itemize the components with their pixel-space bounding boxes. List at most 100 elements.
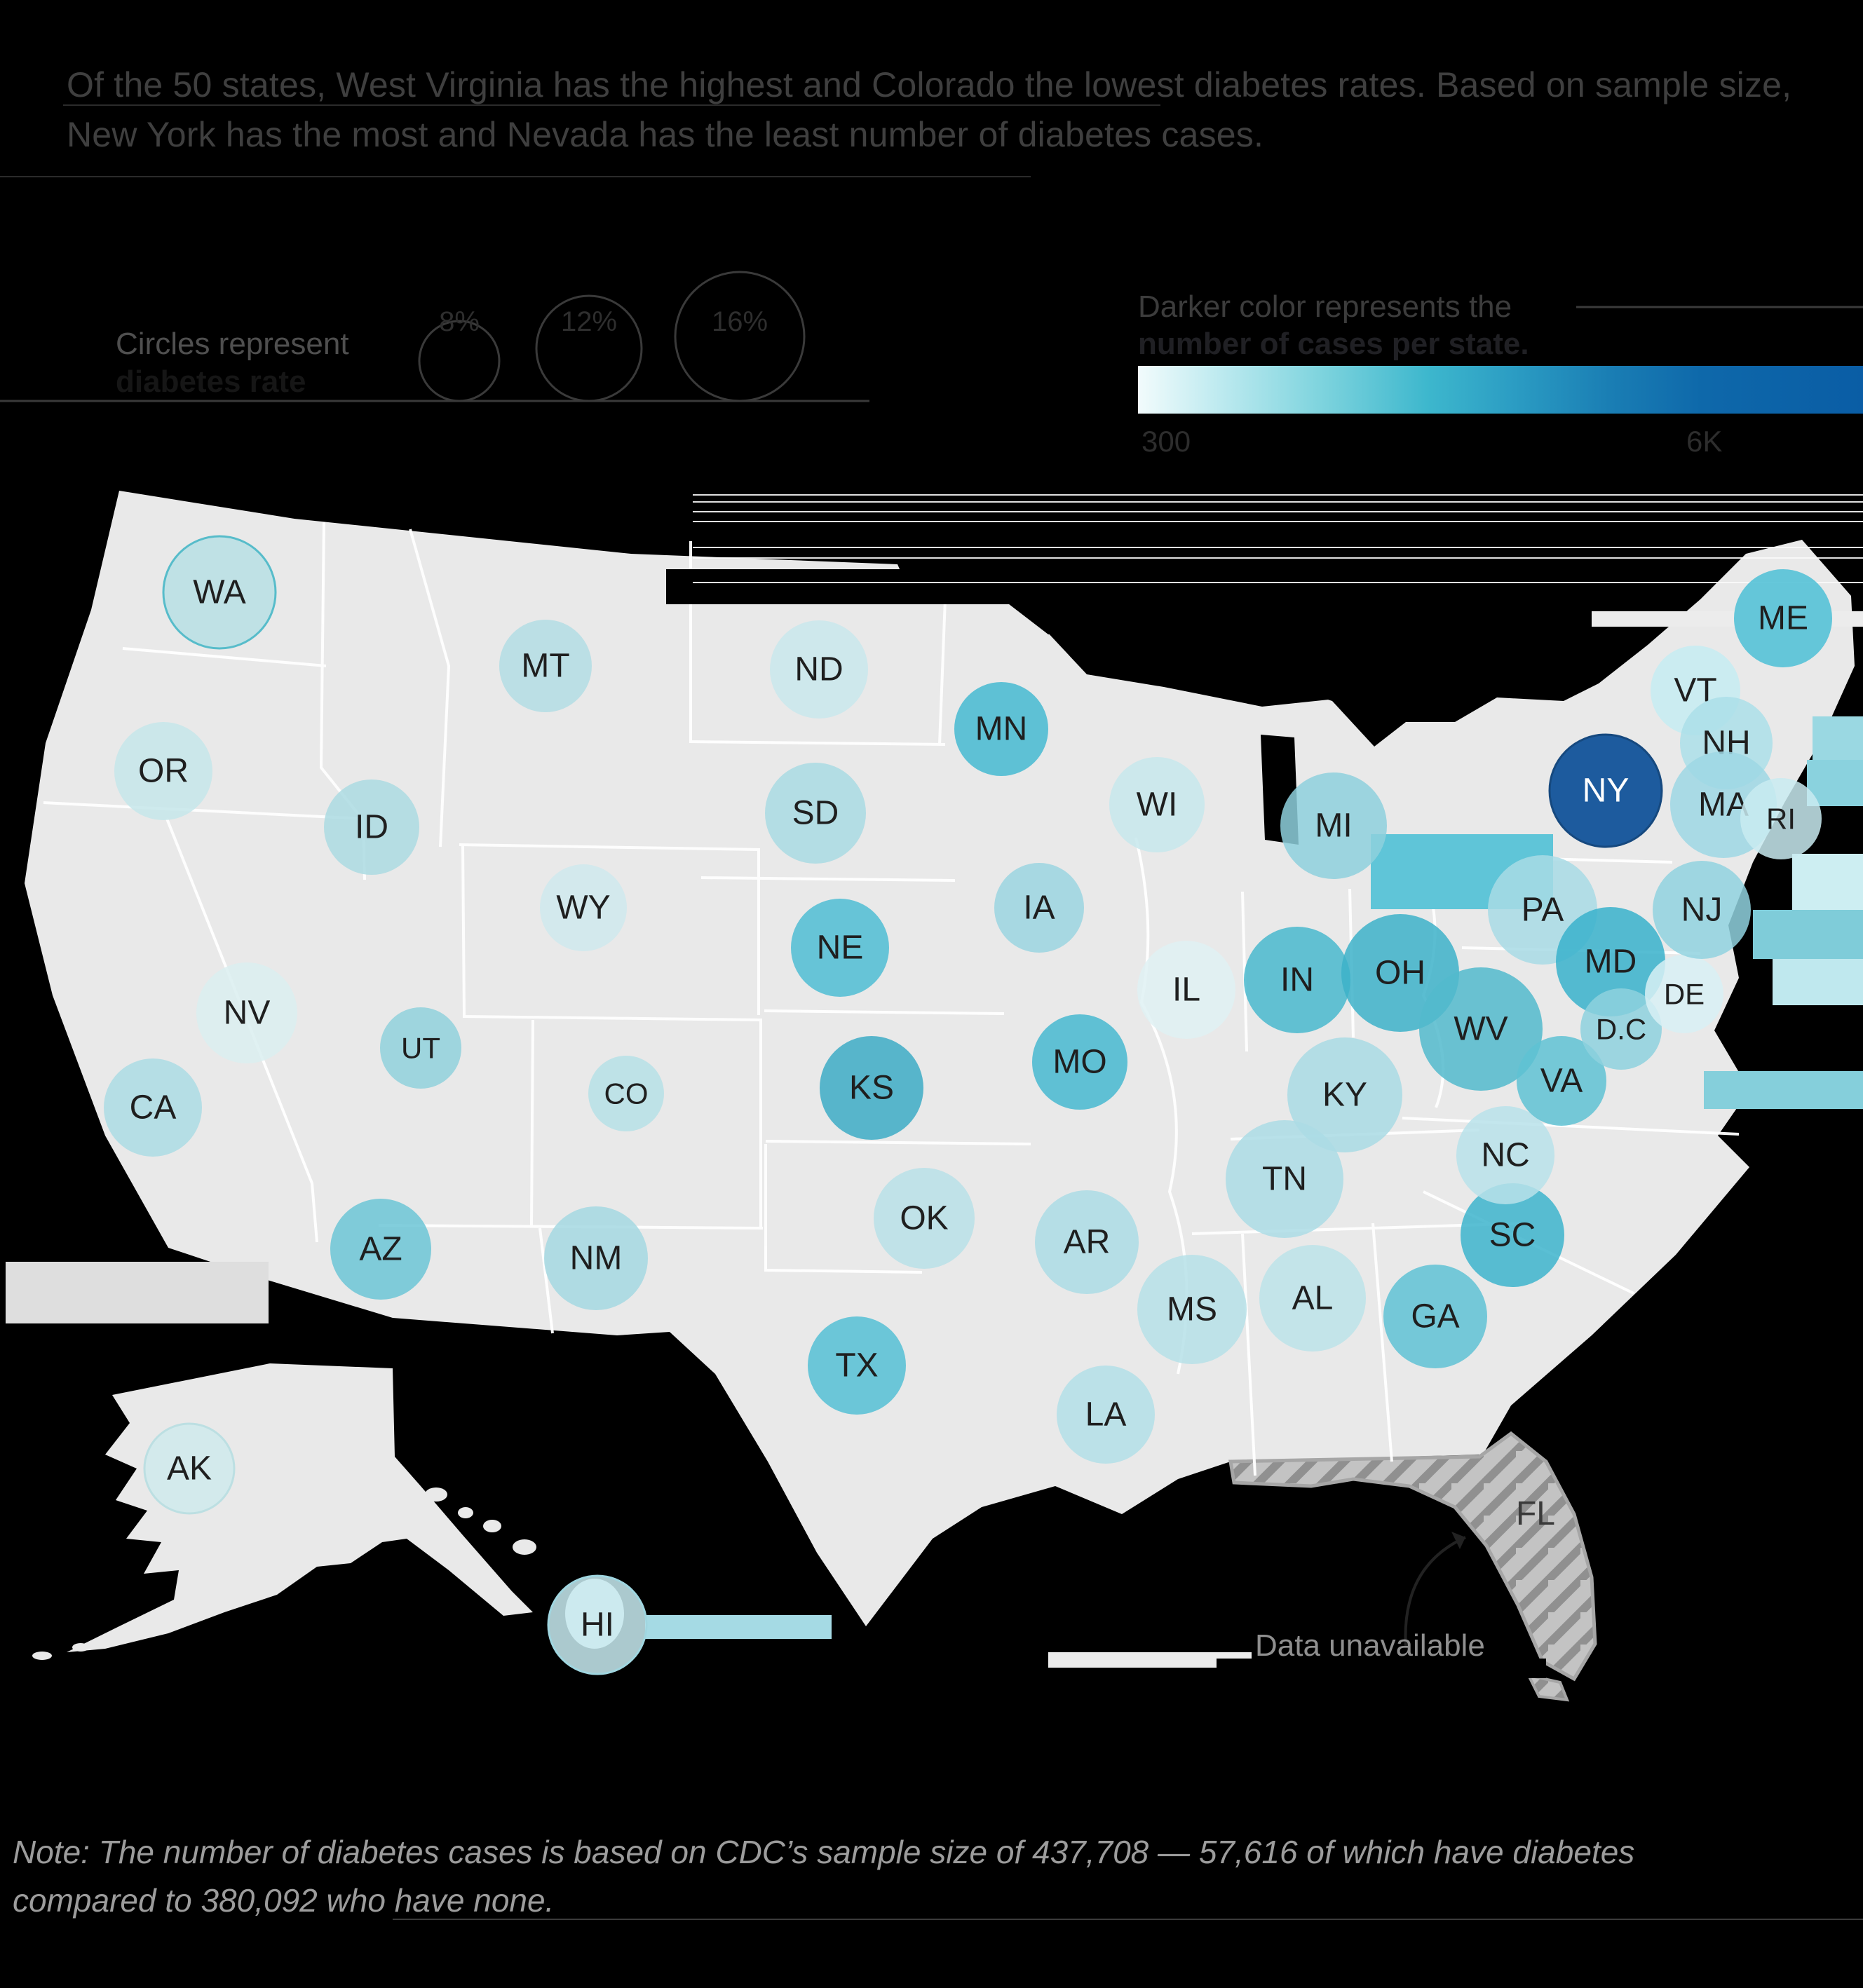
state-bubble[interactable]: [1580, 988, 1662, 1070]
state-circle-NV[interactable]: NV: [196, 962, 297, 1063]
state-bubble[interactable]: [1226, 1120, 1343, 1238]
state-bubble[interactable]: [808, 1316, 906, 1415]
state-circle-NM[interactable]: NM: [544, 1206, 648, 1310]
band-artifact: [1807, 760, 1863, 806]
state-bubble[interactable]: [196, 962, 297, 1063]
state-bubble[interactable]: [544, 1206, 648, 1310]
state-circle-MD[interactable]: MD: [1556, 907, 1665, 1016]
florida-keys: [1526, 1673, 1570, 1702]
state-circle-ND[interactable]: ND: [770, 620, 868, 719]
state-circle-CO[interactable]: CO: [588, 1056, 664, 1131]
state-circle-RI[interactable]: RI: [1740, 778, 1822, 859]
state-bubble[interactable]: [1740, 778, 1822, 859]
state-bubble[interactable]: [1461, 1183, 1564, 1287]
state-bubble[interactable]: [104, 1058, 202, 1157]
state-circle-IL[interactable]: IL: [1137, 941, 1235, 1039]
state-bubble[interactable]: [1137, 941, 1235, 1039]
state-circle-AR[interactable]: AR: [1035, 1190, 1139, 1294]
state-bubble[interactable]: [1244, 927, 1350, 1033]
state-circle-DC[interactable]: D.C: [1580, 988, 1662, 1070]
gradient-max-label: 6K: [1686, 425, 1723, 458]
state-circle-AL[interactable]: AL: [1259, 1245, 1366, 1352]
state-circle-WY[interactable]: WY: [540, 864, 627, 951]
state-bubble[interactable]: [1035, 1190, 1139, 1294]
state-circle-OR[interactable]: OR: [114, 722, 212, 820]
state-circle-SC[interactable]: SC: [1461, 1183, 1564, 1287]
band-artifact: [1792, 854, 1863, 910]
state-bubble[interactable]: [143, 1422, 236, 1515]
state-bubble[interactable]: [1383, 1265, 1487, 1368]
state-circle-NY[interactable]: NY: [1548, 733, 1663, 848]
state-circle-TX[interactable]: TX: [808, 1316, 906, 1415]
state-circle-IN[interactable]: IN: [1244, 927, 1350, 1033]
state-bubble[interactable]: [1137, 1255, 1247, 1364]
hawaii-island: [483, 1520, 501, 1532]
state-circle-MT[interactable]: MT: [499, 620, 592, 712]
state-bubble[interactable]: [1419, 967, 1543, 1091]
state-bubble[interactable]: [1645, 955, 1723, 1033]
state-circle-OK[interactable]: OK: [874, 1168, 975, 1269]
state-bubble[interactable]: [1057, 1366, 1155, 1464]
state-circle-AK[interactable]: AK: [143, 1422, 236, 1515]
state-circle-CA[interactable]: CA: [104, 1058, 202, 1157]
state-circle-WA[interactable]: WA: [162, 535, 277, 650]
state-bubble[interactable]: [1556, 907, 1665, 1016]
state-bubble[interactable]: [1734, 569, 1832, 667]
state-bubble[interactable]: [588, 1056, 664, 1131]
state-bubble[interactable]: [770, 620, 868, 719]
state-circle-TN[interactable]: TN: [1226, 1120, 1343, 1238]
state-circle-KY[interactable]: KY: [1287, 1037, 1402, 1152]
state-bubble[interactable]: [954, 682, 1048, 776]
rate-legend-label: 12%: [561, 306, 617, 337]
state-circle-ID[interactable]: ID: [324, 779, 419, 875]
state-bubble[interactable]: [162, 535, 277, 650]
state-circle-KS[interactable]: KS: [820, 1036, 923, 1140]
state-bubble[interactable]: [791, 899, 889, 997]
state-bubble[interactable]: [114, 722, 212, 820]
state-circle-UT[interactable]: UT: [380, 1007, 461, 1089]
state-bubble[interactable]: [1032, 1014, 1127, 1110]
state-circle-SD[interactable]: SD: [765, 763, 866, 864]
state-circle-MI[interactable]: MI: [1280, 772, 1387, 879]
state-bubble[interactable]: [499, 620, 592, 712]
state-circle-HI[interactable]: HI: [547, 1574, 648, 1675]
state-circle-MO[interactable]: MO: [1032, 1014, 1127, 1110]
state-bubble[interactable]: [1653, 861, 1751, 959]
state-label: OH: [1375, 955, 1425, 992]
state-circle-NJ[interactable]: NJ: [1653, 861, 1751, 959]
state-circle-NE[interactable]: NE: [791, 899, 889, 997]
state-circle-LA[interactable]: LA: [1057, 1366, 1155, 1464]
glitch-scanlines: [693, 494, 1863, 583]
rate-legend-circles: 8% 12% 16%: [418, 271, 806, 402]
state-circle-MS[interactable]: MS: [1137, 1255, 1247, 1364]
state-bubble[interactable]: [547, 1574, 648, 1675]
state-bubble[interactable]: [330, 1199, 431, 1300]
state-bubble[interactable]: [1548, 733, 1663, 848]
state-bubble[interactable]: [1109, 757, 1205, 852]
state-bubble[interactable]: [380, 1007, 461, 1089]
state-bubble[interactable]: [324, 779, 419, 875]
state-label: D.C: [1596, 1013, 1646, 1046]
state-bubble[interactable]: [540, 864, 627, 951]
state-circle-WV[interactable]: WV: [1419, 967, 1543, 1091]
hawaii-island: [425, 1487, 447, 1502]
state-circle-ME[interactable]: ME: [1734, 569, 1832, 667]
state-bubble[interactable]: [1280, 772, 1387, 879]
state-bubble[interactable]: [765, 763, 866, 864]
state-circle-IA[interactable]: IA: [994, 863, 1084, 953]
state-bubble[interactable]: [1456, 1106, 1554, 1204]
state-circle-WI[interactable]: WI: [1109, 757, 1205, 852]
state-bubble[interactable]: [1517, 1036, 1606, 1126]
band-artifact: [1048, 1652, 1252, 1668]
state-bubble[interactable]: [1259, 1245, 1366, 1352]
state-bubble[interactable]: [1287, 1037, 1402, 1152]
state-circle-AZ[interactable]: AZ: [330, 1199, 431, 1300]
state-circle-GA[interactable]: GA: [1383, 1265, 1487, 1368]
state-circle-MN[interactable]: MN: [954, 682, 1048, 776]
state-circle-VA[interactable]: VA: [1517, 1036, 1606, 1126]
state-bubble[interactable]: [994, 863, 1084, 953]
state-bubble[interactable]: [874, 1168, 975, 1269]
state-circle-NC[interactable]: NC: [1456, 1106, 1554, 1204]
state-circle-DE[interactable]: DE: [1645, 955, 1723, 1033]
state-bubble[interactable]: [820, 1036, 923, 1140]
